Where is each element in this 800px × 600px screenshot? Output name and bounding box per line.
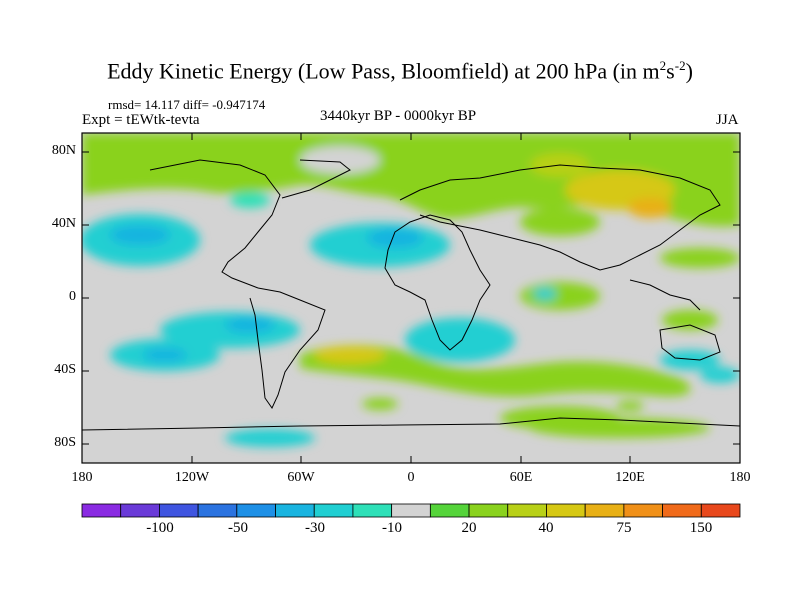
coastlines xyxy=(82,159,740,431)
contour-fill xyxy=(82,133,740,447)
colorbar-label: 150 xyxy=(689,520,713,536)
colorbar-box xyxy=(81,503,122,518)
colorbar-label: -100 xyxy=(146,520,174,536)
australia-coast xyxy=(659,324,721,361)
colorbar-box xyxy=(468,503,509,518)
lon-label-120w: 120W xyxy=(174,470,210,485)
experiment-label: Expt = tEWtk-tevta xyxy=(82,112,200,128)
colorbar-label: -30 xyxy=(305,520,325,536)
greenland-coast xyxy=(281,159,351,199)
map-field xyxy=(82,133,740,463)
colorbar-box xyxy=(313,503,354,518)
colorbar-box xyxy=(623,503,663,518)
south-america-coast xyxy=(249,287,326,409)
colorbar-box xyxy=(275,503,315,518)
colorbar-label: 40 xyxy=(538,520,554,536)
maritime-continent-coast xyxy=(629,279,701,311)
colorbar-label: 75 xyxy=(616,520,632,536)
lat-label-40s: 40S xyxy=(54,362,76,377)
colorbar-label: -50 xyxy=(228,520,248,536)
colorbar-box xyxy=(197,503,238,518)
colorbar-box xyxy=(352,503,393,518)
lat-label-0: 0 xyxy=(69,289,76,304)
lat-label-40n: 40N xyxy=(51,216,76,231)
lon-label-180e: 180 xyxy=(729,470,751,485)
colorbar-box xyxy=(236,503,276,518)
antarctica-coast xyxy=(82,417,740,431)
map-title: Eddy Kinetic Energy (Low Pass, Bloomfiel… xyxy=(107,58,693,84)
axis-ticks xyxy=(81,133,741,463)
lon-label-180w: 180 xyxy=(71,470,93,485)
colorbar-box xyxy=(546,503,586,518)
eurasia-coast xyxy=(399,164,721,271)
rmsd-diff-stats: rmsd= 14.117 diff= -0.947174 xyxy=(108,97,266,112)
north-america-coast xyxy=(149,159,281,289)
colorbar-box xyxy=(507,503,547,518)
colorbar-box xyxy=(429,503,470,518)
colorbar-label: -10 xyxy=(382,520,402,536)
lon-label-60e: 60E xyxy=(509,470,533,485)
colorbar-box xyxy=(120,503,160,518)
lat-label-80n: 80N xyxy=(51,143,76,158)
colorbar-box xyxy=(159,503,199,518)
lon-label-0: 0 xyxy=(407,470,415,485)
colorbar-box xyxy=(662,503,702,518)
colorbar-box xyxy=(391,503,431,518)
lon-label-120e: 120E xyxy=(615,470,645,485)
colorbar-box xyxy=(700,503,741,518)
colorbar-box xyxy=(584,503,625,518)
season-label: JJA xyxy=(716,112,739,128)
colorbar-label: 20 xyxy=(461,520,477,536)
period-label: 3440kyr BP - 0000kyr BP xyxy=(320,108,477,124)
africa-coast xyxy=(384,214,491,351)
lat-label-80s: 80S xyxy=(54,435,76,450)
colorbar xyxy=(81,503,741,518)
lon-label-60w: 60W xyxy=(287,470,315,485)
